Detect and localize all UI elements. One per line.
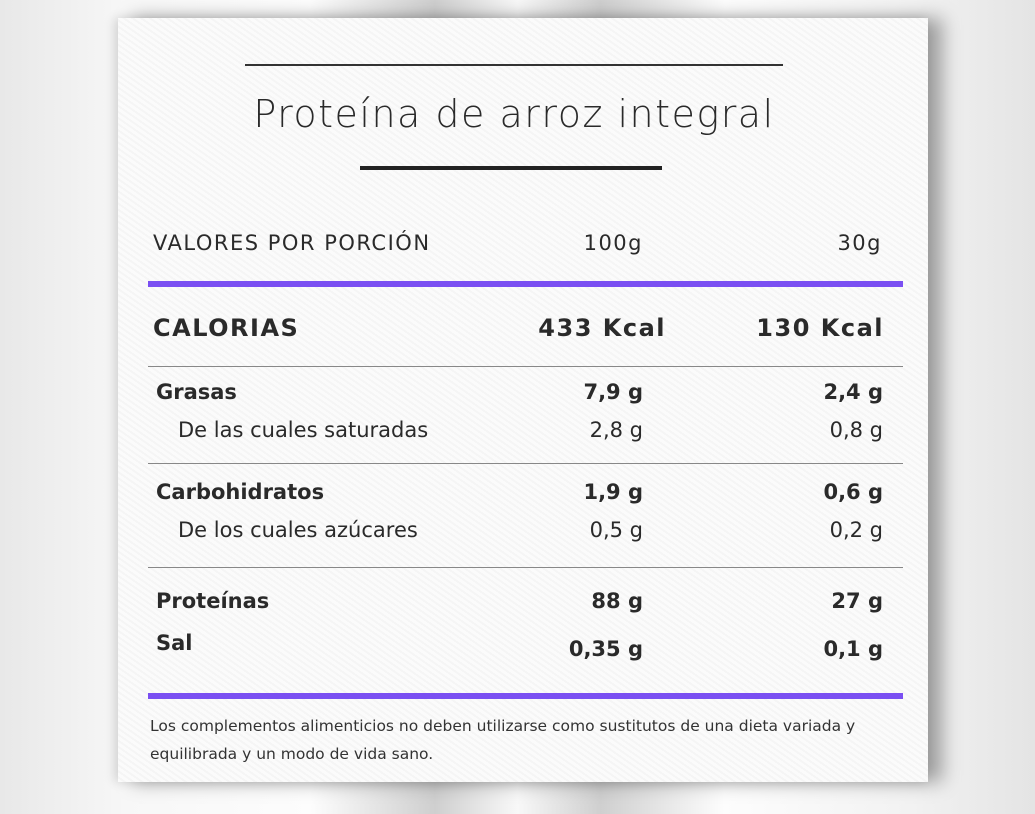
divider — [148, 366, 903, 367]
row-value: 0,35 g — [568, 637, 643, 661]
row-value: 0,2 g — [829, 518, 883, 542]
label-card — [118, 18, 928, 782]
row-label: Grasas — [156, 380, 237, 404]
calories-label: CALORIAS — [153, 314, 300, 342]
row-value: 88 g — [591, 589, 643, 613]
divider — [148, 567, 903, 568]
row-label: De los cuales azúcares — [178, 518, 418, 542]
accent-rule — [148, 693, 903, 699]
row-value: 2,4 g — [823, 380, 883, 404]
row-label: Sal — [156, 631, 193, 655]
row-value: 2,8 g — [589, 418, 643, 442]
divider — [148, 463, 903, 464]
title: Proteína de arroz integral — [253, 92, 775, 136]
row-value: 27 g — [831, 589, 883, 613]
row-value: 0,5 g — [589, 518, 643, 542]
row-label: Carbohidratos — [156, 480, 325, 504]
row-value: 0,8 g — [829, 418, 883, 442]
calories-value: 130 Kcal — [756, 314, 884, 342]
header-col: 100g — [583, 231, 643, 255]
rule — [360, 166, 662, 170]
row-label: De las cuales saturadas — [178, 418, 429, 442]
row-value: 7,9 g — [583, 380, 643, 404]
footnote: Los complementos alimenticios no deben u… — [150, 717, 856, 763]
accent-rule — [148, 281, 903, 287]
calories-value: 433 Kcal — [538, 314, 666, 342]
row-value: 1,9 g — [583, 480, 643, 504]
row-value: 0,6 g — [823, 480, 883, 504]
rule — [245, 64, 783, 66]
header-col: 30g — [837, 231, 882, 255]
row-label: Proteínas — [156, 589, 270, 613]
header-label: VALORES POR PORCIÓN — [153, 231, 431, 255]
row-value: 0,1 g — [823, 637, 883, 661]
